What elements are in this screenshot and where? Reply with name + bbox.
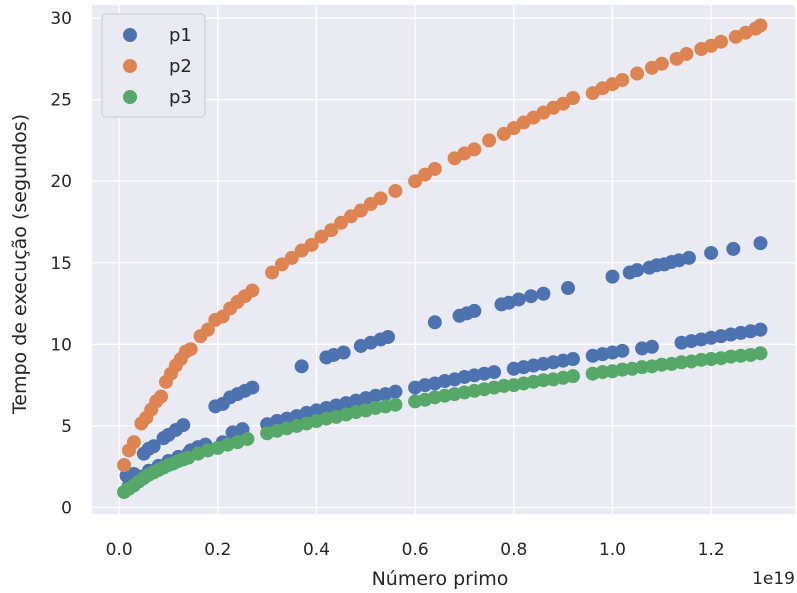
y-axis-ticks: 0 5 10 15 20 25 30 [50, 9, 72, 518]
legend-label-p2: p2 [169, 56, 192, 77]
y-tick-label: 15 [50, 254, 72, 274]
legend-entry-p1: p1 [123, 25, 192, 46]
data-point-p2 [154, 389, 169, 404]
data-point-p2 [679, 46, 694, 61]
data-point-p1 [524, 289, 539, 304]
y-axis-label: Tempo de execução (segundos) [9, 114, 31, 415]
data-point-p1 [615, 343, 630, 358]
legend-marker-p1 [123, 28, 137, 42]
data-point-p1 [336, 345, 351, 360]
data-point-p1 [536, 286, 551, 301]
data-point-p1 [561, 281, 576, 296]
x-tick-label: 0.8 [500, 540, 527, 560]
data-point-p2 [714, 34, 728, 49]
data-point-p2 [566, 90, 580, 105]
x-tick-label: 0.6 [402, 540, 429, 560]
y-tick-label: 30 [50, 9, 72, 29]
series-p2 [117, 18, 768, 473]
data-point-p3 [753, 346, 768, 361]
data-point-p2 [274, 257, 289, 272]
data-point-p2 [324, 223, 339, 238]
data-point-p2 [183, 342, 198, 357]
data-point-p2 [373, 191, 388, 206]
legend-entry-p3: p3 [123, 87, 192, 108]
data-point-p2 [467, 142, 482, 157]
data-point-p2 [753, 18, 768, 33]
x-tick-label: 1.2 [698, 540, 725, 560]
legend-marker-p2 [123, 59, 137, 73]
data-point-p2 [408, 174, 423, 189]
x-axis-label: Número primo [372, 568, 509, 590]
data-point-p3 [388, 397, 403, 412]
data-point-p1 [644, 339, 659, 354]
x-tick-label: 0.2 [204, 540, 231, 560]
data-point-p2 [126, 435, 141, 450]
data-point-p1 [245, 380, 260, 395]
legend-marker-p3 [123, 90, 137, 104]
x-axis-offset-text: 1e19 [752, 569, 795, 589]
data-point-p1 [427, 315, 442, 330]
data-point-p1 [704, 245, 719, 260]
x-tick-label: 0.4 [303, 540, 330, 560]
data-point-p1 [381, 329, 395, 344]
legend-entry-p2: p2 [123, 56, 192, 77]
y-tick-label: 25 [50, 91, 72, 111]
legend-label-p1: p1 [169, 25, 192, 46]
data-point-p2 [353, 203, 368, 218]
series-p1 [119, 236, 768, 493]
series-p3 [117, 346, 768, 499]
data-point-p2 [654, 56, 669, 71]
data-point-p1 [753, 236, 768, 251]
data-points [117, 18, 768, 499]
y-tick-label: 5 [61, 417, 72, 437]
data-point-p2 [334, 215, 349, 230]
data-point-p1 [146, 439, 161, 454]
data-point-p3 [566, 369, 580, 384]
data-point-p1 [566, 352, 580, 367]
data-point-p1 [388, 384, 403, 399]
data-point-p3 [240, 431, 255, 446]
data-point-p1 [467, 303, 482, 318]
y-tick-label: 0 [61, 498, 72, 518]
data-point-p1 [605, 269, 620, 284]
data-point-p1 [294, 359, 309, 374]
data-point-p2 [117, 458, 132, 473]
x-tick-label: 0.0 [106, 540, 133, 560]
data-point-p2 [615, 73, 630, 88]
data-point-p2 [630, 66, 645, 81]
data-point-p1 [753, 322, 768, 337]
data-point-p2 [304, 237, 319, 252]
x-axis-ticks: 0.0 0.2 0.4 0.6 0.8 1.0 1.2 [106, 540, 725, 560]
y-tick-label: 20 [50, 172, 72, 192]
data-point-p2 [284, 250, 299, 265]
data-point-p2 [314, 229, 329, 244]
data-point-p2 [245, 283, 260, 298]
y-tick-label: 10 [50, 335, 72, 355]
legend-label-p3: p3 [169, 87, 192, 108]
data-point-p1 [176, 418, 191, 433]
data-point-p2 [388, 183, 403, 198]
data-point-p2 [200, 322, 215, 337]
data-point-p2 [482, 133, 497, 148]
data-point-p1 [630, 263, 645, 278]
data-point-p1 [681, 250, 696, 265]
data-point-p1 [511, 292, 526, 307]
data-point-p2 [427, 161, 442, 176]
x-tick-label: 1.0 [599, 540, 626, 560]
legend: p1 p2 p3 [101, 13, 206, 118]
data-point-p1 [487, 365, 502, 380]
data-point-p1 [726, 241, 741, 256]
data-point-p2 [265, 265, 280, 280]
